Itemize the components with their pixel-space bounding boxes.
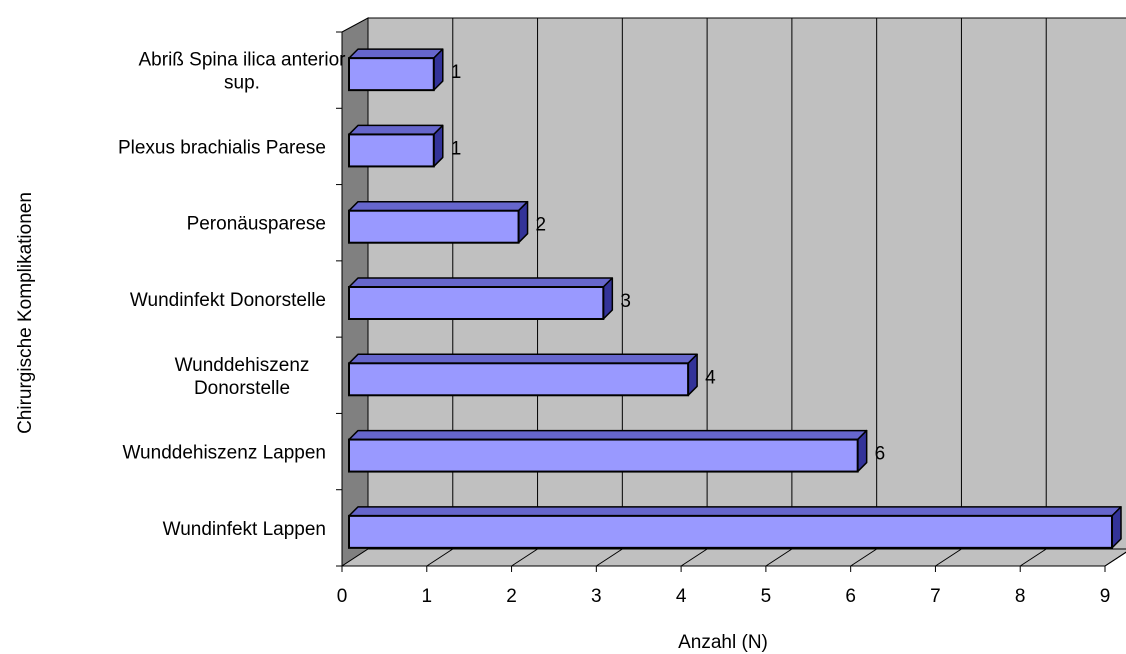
- bar-1: [348, 133, 435, 168]
- floor: [340, 548, 1126, 567]
- bar-0: [348, 57, 435, 92]
- floor-gridline-4: [680, 548, 708, 567]
- bar-2: [348, 209, 520, 244]
- tick-marks: [336, 31, 1106, 572]
- data-label-2: 2: [536, 215, 547, 236]
- x-tick-label-7: 7: [930, 586, 941, 607]
- category-label-4: Wunddehiszenz Donorstelle: [175, 355, 310, 399]
- x-tick-label-1: 1: [421, 586, 432, 607]
- bar-4: [348, 362, 690, 397]
- bar-top-3: [348, 277, 614, 288]
- floor-gridline-7: [935, 548, 962, 567]
- x-tick-label-9: 9: [1100, 586, 1111, 607]
- x-tick-label-2: 2: [506, 586, 517, 607]
- x-tick-label-5: 5: [761, 586, 772, 607]
- y-axis-title: Chirurgische Komplikationen: [15, 192, 36, 434]
- data-label-3: 3: [620, 291, 631, 312]
- floor-gridline-6: [850, 548, 877, 567]
- x-tick-label-8: 8: [1015, 586, 1026, 607]
- x-tick-labels: 0 1 2 3 4 5 6 7 8 9: [337, 586, 1111, 607]
- bar-top-5: [348, 429, 868, 441]
- data-label-5: 6: [875, 444, 886, 465]
- category-label-1: Plexus brachialis Parese: [118, 137, 326, 158]
- category-label-6: Wundinfekt Lappen: [163, 519, 326, 540]
- bar-5: [348, 438, 859, 473]
- bars: [348, 48, 1122, 549]
- data-label-1: 1: [451, 138, 462, 159]
- category-label-0: Abriß Spina ilica anterior sup.: [139, 50, 347, 94]
- bar-3: [348, 286, 605, 320]
- x-tick-label-4: 4: [676, 586, 687, 607]
- data-labels: 1123469: [451, 62, 886, 465]
- category-label-2: Peronäusparese: [187, 214, 326, 235]
- y-category-labels: Abriß Spina ilica anterior sup. Plexus bra…: [118, 50, 346, 540]
- floor-gridline-9: [1104, 551, 1126, 567]
- x-tick-label-0: 0: [337, 586, 348, 607]
- floor-gridline-5: [765, 548, 793, 567]
- x-axis-title: Anzahl (N): [678, 632, 768, 653]
- bar-top-0: [348, 48, 444, 59]
- floor-gridline-1: [426, 548, 454, 567]
- floor-gridline-8: [1019, 548, 1047, 567]
- data-label-4: 4: [705, 367, 716, 388]
- category-label-3: Wundinfekt Donorstelle: [130, 290, 326, 311]
- floor-gridline-3: [596, 548, 623, 567]
- bar-top-2: [348, 200, 529, 212]
- category-label-5: Wunddehiszenz Lappen: [122, 443, 326, 464]
- bar-top-4: [348, 353, 698, 365]
- bar-top-1: [348, 124, 444, 136]
- data-label-0: 1: [451, 62, 462, 83]
- x-tick-label-6: 6: [845, 586, 856, 607]
- x-tick-label-3: 3: [591, 586, 602, 607]
- bar-top-6: [348, 506, 1122, 517]
- bar-6: [348, 514, 1113, 549]
- floor-gridline-2: [511, 548, 538, 567]
